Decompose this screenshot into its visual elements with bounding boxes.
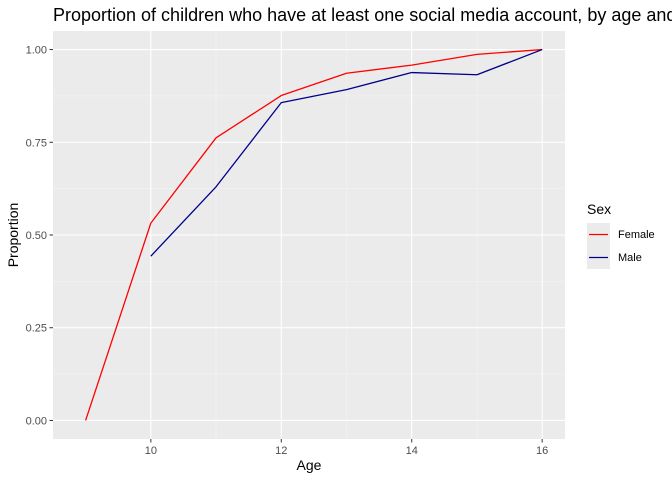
chart-title: Proportion of children who have at least…: [53, 5, 672, 25]
series-line-male: [150, 48, 543, 257]
grid-lines: [53, 31, 565, 439]
y-tick-label: 0.50: [26, 230, 47, 242]
series-lines: [84, 48, 543, 421]
legend-title: Sex: [587, 201, 611, 217]
y-tick-label: 0.75: [26, 137, 47, 149]
x-tick-label: 16: [536, 445, 548, 457]
x-tick-label: 14: [406, 445, 418, 457]
legend-label-female: Female: [618, 229, 655, 241]
legend-label-male: Male: [618, 252, 642, 264]
y-tick-label: 1.00: [26, 45, 47, 57]
axes: 10 12 14 16 0.00 0.25 0.50 0.75 1.00: [26, 45, 549, 457]
series-line-female: [84, 48, 543, 421]
y-tick-label: 0.25: [26, 323, 47, 335]
x-tick-label: 10: [145, 445, 157, 457]
x-axis-title: Age: [297, 457, 322, 473]
x-tick-label: 12: [275, 445, 287, 457]
y-axis-title: Proportion: [5, 203, 21, 268]
y-tick-label: 0.00: [26, 415, 47, 427]
legend: Sex Female Male: [587, 201, 655, 269]
